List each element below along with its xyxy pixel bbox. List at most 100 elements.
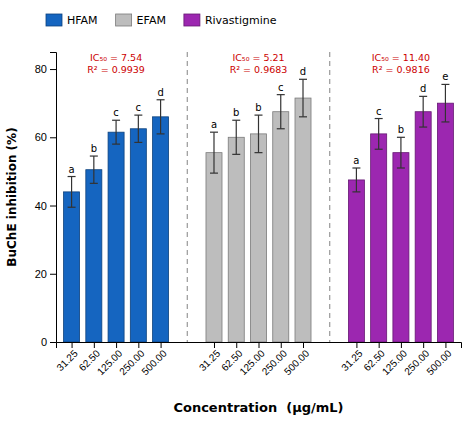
x-tick-label: 31.25 <box>197 347 223 373</box>
bar <box>415 112 431 342</box>
error-cap <box>419 126 427 127</box>
bar <box>437 103 453 342</box>
annotation: R² = 0.9939 <box>87 64 145 75</box>
significance-letter: b <box>398 124 404 135</box>
x-tick-mark <box>94 342 95 348</box>
bar-series <box>206 79 311 342</box>
plot: 31.2562.50125.00250.00500.0031.2562.5012… <box>35 52 462 377</box>
error-cap <box>352 191 360 192</box>
x-tick-mark <box>445 342 446 348</box>
x-tick-mark <box>259 342 260 348</box>
y-tick-mark <box>50 206 56 207</box>
significance-letter: d <box>157 87 163 98</box>
bar <box>108 132 124 342</box>
x-tick-mark <box>303 342 304 348</box>
bar-series <box>64 100 169 342</box>
y-tick: 40 <box>35 200 56 212</box>
y-tick: 60 <box>35 131 56 143</box>
error-cap <box>277 94 285 95</box>
legend-swatch <box>116 14 132 26</box>
error-line <box>115 120 116 144</box>
x-axis: 31.2562.50125.00250.00500.0031.2562.5012… <box>54 342 461 377</box>
bar <box>348 180 364 342</box>
error-cap <box>299 116 307 117</box>
y-axis: 020406080 <box>35 53 57 349</box>
significance-letter: c <box>376 106 382 117</box>
legend: HFAMEFAMRivastigmine <box>46 14 277 27</box>
error-cap <box>157 133 165 134</box>
significance-letter: c <box>278 82 284 93</box>
significance-letter: a <box>69 164 75 175</box>
error-cap <box>375 149 383 150</box>
error-cap <box>441 121 449 122</box>
x-tick-mark <box>116 342 117 348</box>
error-bar <box>210 132 218 173</box>
significance-letter: c <box>113 107 119 118</box>
x-tick-mark <box>236 342 237 348</box>
error-line <box>236 120 237 154</box>
x-tick-mark <box>161 342 162 348</box>
error-cap <box>397 167 405 168</box>
y-tick-label: 80 <box>35 63 47 75</box>
bar <box>250 134 266 342</box>
y-tick-label: 20 <box>35 268 47 280</box>
y-tick-mark <box>50 69 56 70</box>
group-divider <box>329 52 330 342</box>
chart: 31.2562.50125.00250.00500.0031.2562.5012… <box>0 0 473 422</box>
x-tick-label: 500.00 <box>139 347 169 377</box>
bar <box>228 137 244 342</box>
y-tick-label: 60 <box>35 131 47 143</box>
significance-letter: d <box>300 66 306 77</box>
bar <box>206 153 222 342</box>
y-axis-title: BuChE inhibition (%) <box>5 127 19 266</box>
error-line <box>138 115 139 142</box>
bar <box>64 192 80 342</box>
y-tick: 20 <box>35 268 56 280</box>
error-line <box>213 132 214 173</box>
x-tick-mark <box>72 342 73 348</box>
significance-letter: b <box>255 102 261 113</box>
error-cap <box>419 96 427 97</box>
x-tick-label: 31.25 <box>54 347 80 373</box>
bar <box>295 98 311 342</box>
bar <box>130 129 146 342</box>
significance-letter: d <box>420 83 426 94</box>
error-bar <box>299 79 307 117</box>
bar <box>273 112 289 342</box>
error-cap <box>441 84 449 85</box>
x-tick-label: 31.25 <box>339 347 365 373</box>
error-cap <box>232 120 240 121</box>
x-tick-label: 500.00 <box>282 347 312 377</box>
legend-swatch <box>46 14 62 26</box>
y-tick-mark <box>50 342 56 343</box>
error-bar <box>90 156 98 183</box>
y-tick-mark <box>50 274 56 275</box>
error-cap <box>299 79 307 80</box>
labels: abccdIC₅₀ = 7.54R² = 0.9939abbcdIC₅₀ = 5… <box>69 52 449 174</box>
error-cap <box>90 155 98 156</box>
error-bar <box>441 84 449 122</box>
x-tick: 31.25 <box>197 342 223 373</box>
error-bar <box>112 120 120 144</box>
x-tick-mark <box>423 342 424 348</box>
error-bar <box>375 119 383 150</box>
error-line <box>93 156 94 183</box>
y-axis-line <box>50 53 57 343</box>
error-cap <box>232 154 240 155</box>
x-tick: 31.25 <box>339 342 365 373</box>
significance-letter: b <box>233 107 239 118</box>
significance-letter: b <box>91 143 97 154</box>
significance-letter: a <box>211 119 217 130</box>
x-tick-mark <box>356 342 357 348</box>
error-line <box>445 84 446 122</box>
bar <box>371 134 387 342</box>
error-bar <box>419 96 427 127</box>
bar <box>393 153 409 342</box>
y-tick-label: 40 <box>35 200 47 212</box>
error-cap <box>90 183 98 184</box>
legend-label: EFAM <box>137 14 166 27</box>
legend-item: HFAM <box>46 14 98 27</box>
error-cap <box>157 99 165 100</box>
error-bar <box>397 137 405 168</box>
legend-label: HFAM <box>67 14 98 27</box>
